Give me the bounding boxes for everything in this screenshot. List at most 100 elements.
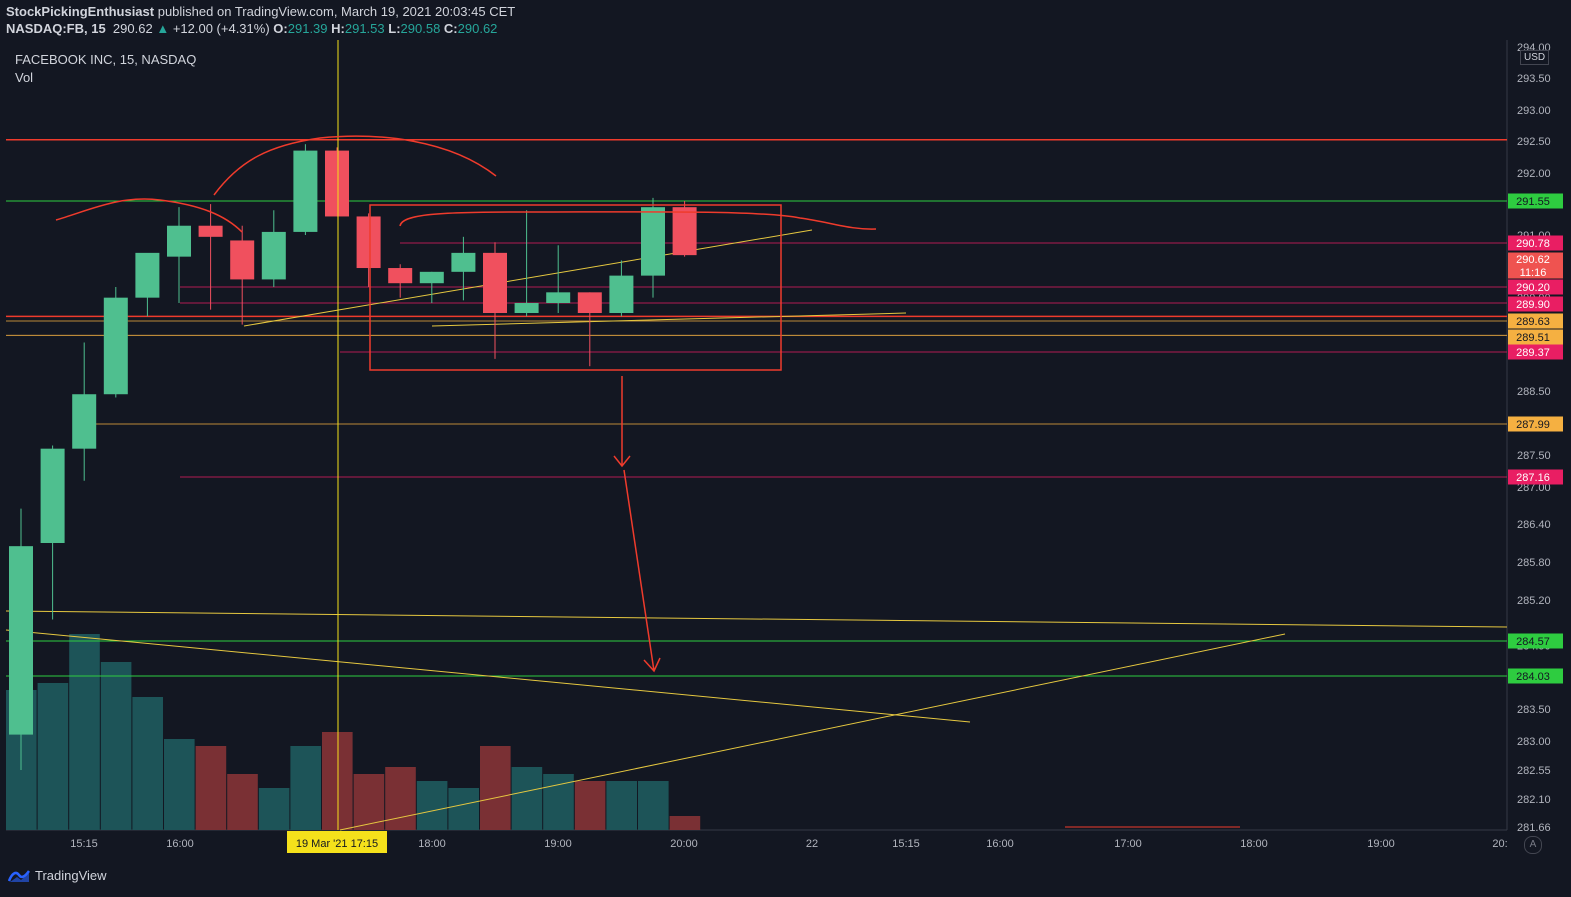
y-tick-label: 293.00	[1517, 105, 1551, 117]
y-tick-label: 282.55	[1517, 765, 1551, 777]
candle-body	[198, 225, 223, 237]
candle-body	[293, 150, 318, 232]
close-label: C:	[443, 21, 458, 36]
trend-line	[243, 229, 813, 327]
series-legend[interactable]: FACEBOOK INC, 15, NASDAQ	[15, 52, 197, 67]
volume-legend[interactable]: Vol	[15, 70, 34, 85]
symbol-label[interactable]: NASDAQ:FB, 15	[6, 21, 106, 36]
high-value: 291.53	[344, 21, 385, 36]
volume-bar	[164, 739, 195, 830]
candle-body	[577, 292, 602, 313]
trend-line	[5, 629, 971, 723]
y-tick-label: 288.50	[1517, 386, 1551, 398]
y-tick-label: 292.50	[1517, 136, 1551, 148]
x-tick-label: 18:00	[418, 838, 446, 850]
price-label-box	[1508, 193, 1563, 209]
arrow-drawing	[613, 376, 631, 468]
volume-bar	[480, 746, 511, 830]
price-label-text: 287.99	[1516, 419, 1550, 431]
last-price: 290.62	[112, 21, 153, 36]
x-tick-label: 18:00	[1240, 838, 1268, 850]
price-label-text: 284.03	[1516, 671, 1550, 683]
trend-line	[5, 610, 1508, 628]
price-label-box	[1508, 633, 1563, 649]
price-label-text: 290.20	[1516, 282, 1550, 294]
trend-line	[339, 633, 1286, 831]
price-label-box	[1508, 235, 1563, 251]
x-tick-label: 17:00	[1114, 838, 1142, 850]
arrow-drawing	[623, 469, 661, 673]
candle-body	[419, 271, 444, 284]
candle-body	[356, 216, 381, 269]
box-drawing	[369, 204, 782, 371]
volume-bar	[100, 662, 132, 830]
price-chart[interactable]: 294.00293.50293.00292.50292.00291.00290.…	[0, 0, 1571, 860]
price-label-text: 287.16	[1516, 472, 1550, 484]
trend-line	[431, 312, 907, 327]
price-label-text: 11:16	[1520, 267, 1547, 279]
candle-body	[451, 252, 476, 272]
auto-scale-button[interactable]: A	[1524, 836, 1542, 854]
y-tick-label: 293.50	[1517, 73, 1551, 85]
low-label: L:	[388, 21, 401, 36]
candle-body	[546, 292, 571, 303]
candle-body	[514, 303, 539, 313]
candle-body	[135, 252, 160, 298]
candle-body	[261, 231, 286, 280]
x-tick-label: 16:00	[986, 838, 1014, 850]
volume-bar	[606, 781, 637, 830]
price-change: +12.00 (+4.31%)	[172, 21, 270, 36]
y-tick-label: 292.00	[1517, 168, 1551, 180]
candle-body	[72, 394, 97, 449]
volume-bar	[227, 774, 258, 830]
volume-bar	[416, 781, 448, 830]
y-tick-label: 287.50	[1517, 450, 1551, 462]
price-label-box	[1508, 344, 1563, 360]
candle-body	[388, 268, 413, 284]
footer	[0, 860, 1571, 897]
symbol-line: NASDAQ:FB, 15 290.62 ▲ +12.00 (+4.31%) O…	[6, 21, 497, 36]
price-label-text: 291.55	[1516, 196, 1550, 208]
volume-bar	[69, 634, 100, 830]
volume-bar	[574, 781, 606, 830]
volume-bar	[37, 683, 69, 830]
low-value: 290.58	[400, 21, 441, 36]
candle-body	[9, 546, 33, 735]
x-tick-label: 15:15	[892, 838, 920, 850]
price-label-text: 290.78	[1516, 238, 1550, 250]
price-label-box	[1508, 313, 1563, 329]
volume-bar	[543, 774, 574, 830]
currency-button[interactable]: USD	[1520, 50, 1550, 65]
brand-label: TradingView	[35, 868, 107, 883]
publish-info: StockPickingEnthusiast published on Trad…	[6, 4, 515, 19]
price-label-text: 284.57	[1516, 636, 1550, 648]
volume-bar	[638, 781, 669, 830]
candle-body	[672, 207, 697, 256]
y-tick-label: 287.00	[1517, 482, 1551, 494]
volume-bar	[290, 746, 321, 830]
publish-text: published on TradingView.com, March 19, …	[157, 4, 516, 19]
author-name[interactable]: StockPickingEnthusiast	[6, 4, 155, 19]
volume-bar	[511, 767, 543, 830]
volume-bar	[448, 788, 479, 830]
price-label-text: 289.51	[1516, 332, 1550, 344]
price-label-box	[1508, 416, 1563, 432]
arc-drawing	[55, 198, 243, 233]
tradingview-logo-icon	[8, 869, 30, 882]
x-tick-label: 22	[806, 838, 818, 850]
brand[interactable]: TradingView	[8, 868, 107, 883]
price-label-box	[1508, 252, 1563, 266]
y-tick-label: 285.20	[1517, 595, 1551, 607]
open-label: O:	[273, 21, 288, 36]
crosshair-time-box	[287, 831, 387, 853]
candle-body	[483, 252, 507, 313]
close-value: 290.62	[457, 21, 498, 36]
volume-bar	[353, 774, 385, 830]
x-tick-label: 19:00	[1367, 838, 1395, 850]
price-label-box	[1508, 279, 1563, 295]
price-label-box	[1508, 469, 1563, 485]
candle-body	[641, 207, 665, 276]
y-tick-label: 281.66	[1517, 822, 1551, 834]
y-tick-label: 285.80	[1517, 557, 1551, 569]
y-tick-label: 283.00	[1517, 736, 1551, 748]
